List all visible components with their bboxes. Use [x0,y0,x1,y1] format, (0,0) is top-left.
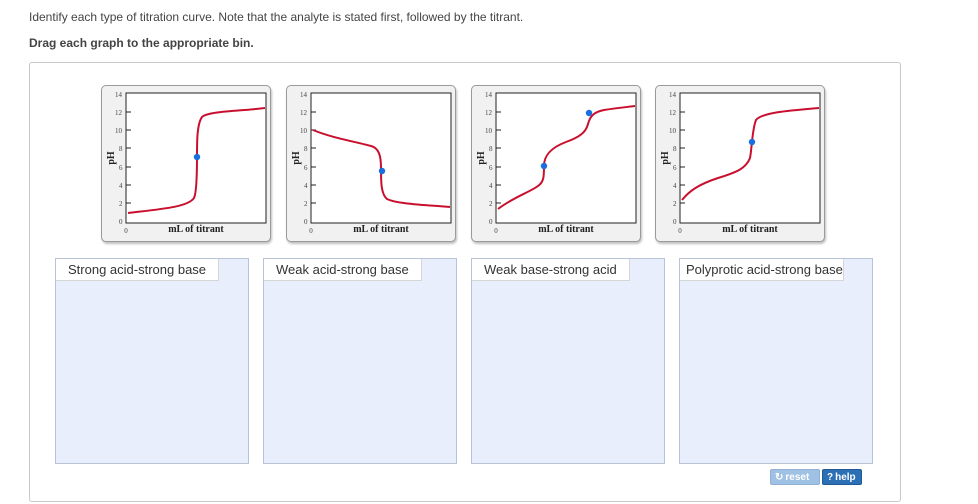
equivalence-point [585,109,593,117]
y-tick: 6 [119,164,123,172]
help-label: help [835,472,856,483]
y-tick: 0 [489,218,493,226]
reset-button[interactable]: ↻ reset [770,469,820,485]
equivalence-point [193,153,201,161]
drag-instruction: Drag each graph to the appropriate bin. [29,36,254,50]
y-axis-label: pH [476,151,487,165]
y-tick: 12 [300,109,308,117]
y-tick: 12 [115,109,123,117]
titration-graph: 14 12 10 8 6 4 2 0 pH 0 mL of titrant [660,91,821,235]
y-axis-label: pH [291,151,302,165]
y-tick: 10 [115,127,123,135]
y-tick: 0 [673,218,677,226]
question-icon: ? [827,472,834,483]
reset-label: reset [785,472,810,483]
y-tick: 6 [673,164,677,172]
y-axis-ticks: 14 12 10 8 6 4 2 0 [669,91,685,226]
y-tick: 12 [485,109,493,117]
instruction-text: Identify each type of titration curve. N… [29,10,524,24]
bin-label: Strong acid-strong base [56,259,220,281]
y-tick: 14 [300,91,308,99]
bin-strong-acid-strong-base[interactable]: Strong acid-strong base [55,258,249,464]
y-tick: 10 [485,127,493,135]
titration-curve [497,105,636,210]
bin-label: Weak base-strong acid [472,259,630,281]
y-tick: 10 [300,127,308,135]
y-axis-ticks: 14 12 10 8 6 4 2 0 [485,91,501,226]
graph-card-strong-acid-strong-base[interactable]: 14 12 10 8 6 4 2 0 pH 0 mL of titrant [101,85,271,242]
y-tick: 12 [669,109,677,117]
y-tick: 14 [115,91,123,99]
y-axis-label: pH [106,151,117,165]
drag-drop-panel: 14 12 10 8 6 4 2 0 pH 0 mL of titrant [29,62,901,502]
titration-graph: 14 12 10 8 6 4 2 0 pH 0 mL of titrant [291,91,452,235]
graph-card-polyprotic-acid-strong-base[interactable]: 14 12 10 8 6 4 2 0 pH 0 mL of titrant [471,85,641,242]
refresh-icon: ↻ [775,472,784,483]
y-tick: 6 [304,164,308,172]
x-axis-label: mL of titrant [168,224,224,235]
graph-card-weak-acid-strong-base[interactable]: 14 12 10 8 6 4 2 0 pH 0 mL of titrant [655,85,825,242]
x-zero-tick: 0 [678,227,682,235]
y-tick: 0 [304,218,308,226]
x-zero-tick: 0 [309,227,313,235]
titration-graph: 14 12 10 8 6 4 2 0 pH 0 mL of titrant [476,91,637,235]
x-axis-label: mL of titrant [538,224,594,235]
equivalence-point [378,167,386,175]
bin-weak-base-strong-acid[interactable]: Weak base-strong acid [471,258,665,464]
y-tick: 10 [669,127,677,135]
y-tick: 8 [673,145,677,153]
y-tick: 4 [304,182,308,190]
y-tick: 2 [119,200,123,208]
y-tick: 14 [485,91,493,99]
y-tick: 2 [673,200,677,208]
y-tick: 4 [489,182,493,190]
y-tick: 8 [304,145,308,153]
equivalence-point [748,138,756,146]
y-tick: 2 [304,200,308,208]
y-tick: 8 [119,145,123,153]
bin-weak-acid-strong-base[interactable]: Weak acid-strong base [263,258,457,464]
bin-polyprotic-acid-strong-base[interactable]: Polyprotic acid-strong base [679,258,873,464]
graph-card-weak-base-strong-acid[interactable]: 14 12 10 8 6 4 2 0 pH 0 mL of titrant [286,85,456,242]
y-tick: 4 [119,182,123,190]
help-button[interactable]: ? help [822,469,862,485]
x-axis-label: mL of titrant [722,224,778,235]
y-tick: 14 [669,91,677,99]
y-axis-label: pH [660,151,671,165]
y-tick: 8 [489,145,493,153]
y-tick: 0 [119,218,123,226]
bin-label: Weak acid-strong base [264,259,422,281]
y-tick: 4 [673,182,677,190]
titration-graph: 14 12 10 8 6 4 2 0 pH 0 mL of titrant [106,91,267,235]
y-tick: 2 [489,200,493,208]
y-axis-ticks: 14 12 10 8 6 4 2 0 [115,91,131,226]
y-tick: 6 [489,164,493,172]
titration-curve [681,107,820,201]
bin-label: Polyprotic acid-strong base [680,259,844,281]
x-zero-tick: 0 [494,227,498,235]
x-zero-tick: 0 [124,227,128,235]
equivalence-point [540,162,548,170]
x-axis-label: mL of titrant [353,224,409,235]
